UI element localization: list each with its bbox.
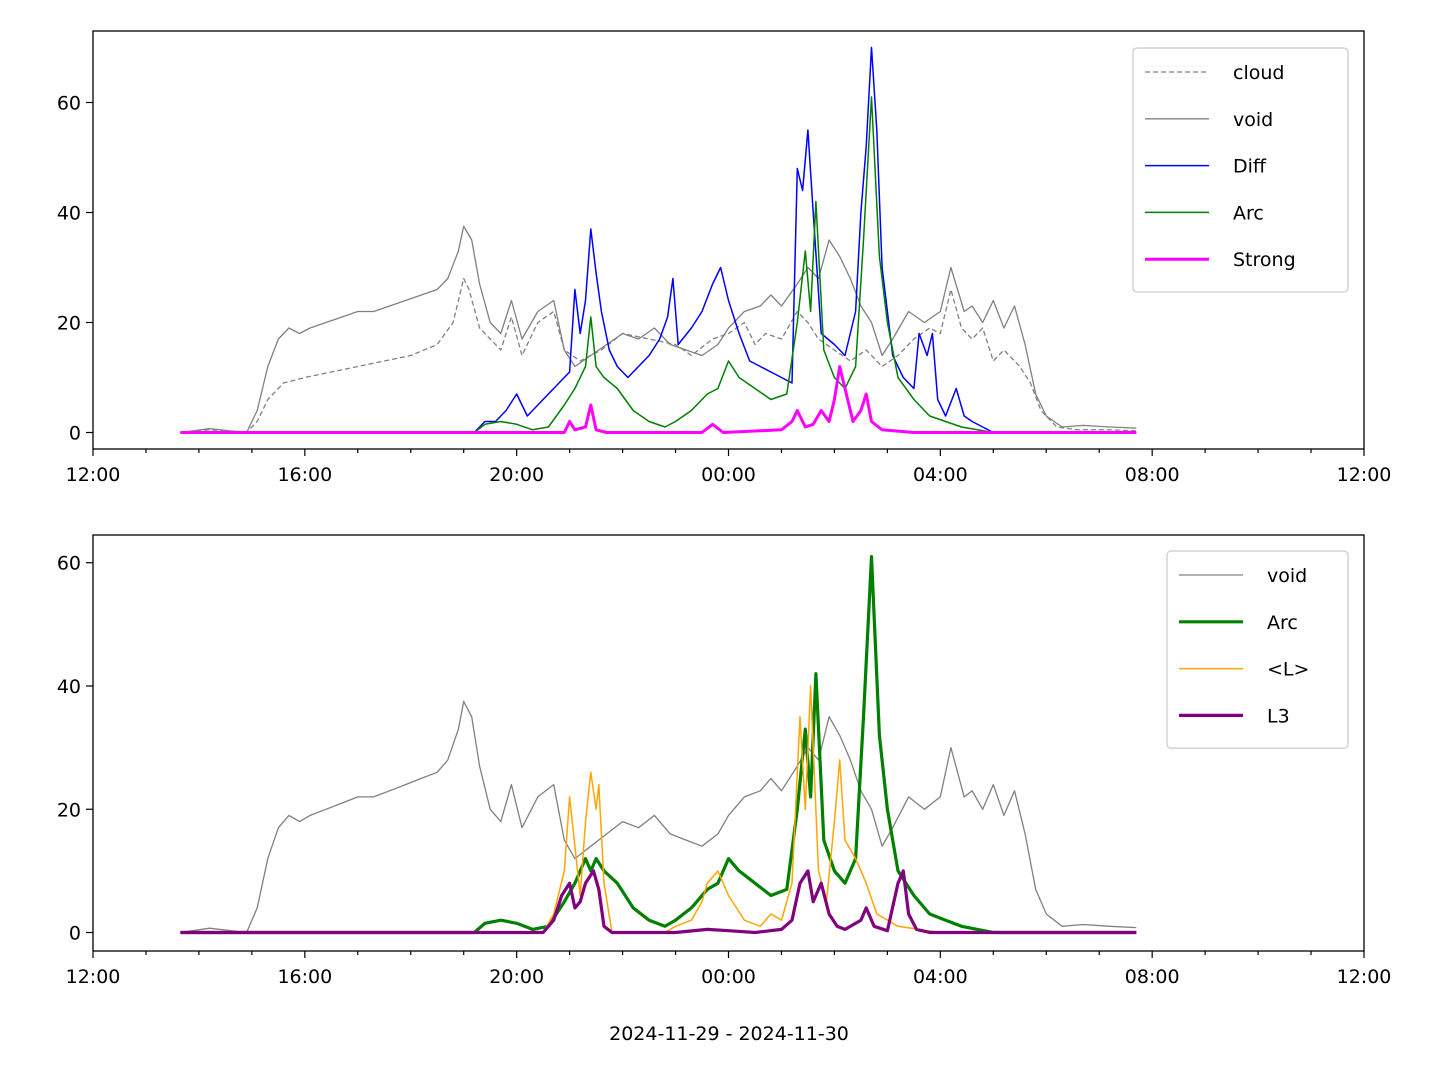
y-tick-label: 60 [57,553,81,575]
legend-label-void: void [1267,565,1307,587]
series-line-l [180,685,1137,934]
legend: cloud void Diff Arc Strong [1132,47,1349,293]
series-line-diff [180,46,1137,434]
x-tick-label: 04:00 [913,966,968,988]
series-line-cloud [180,277,1137,434]
x-tick-label: 12:00 [1337,464,1392,486]
x-tick-label: 08:00 [1125,464,1180,486]
legend: void Arc <L> L3 [1166,550,1349,749]
legend-label-cloud: cloud [1233,62,1284,84]
series-line-arc [180,96,1137,434]
legend-label-strong: Strong [1233,249,1296,271]
x-tick-label: 16:00 [277,464,332,486]
legend-label-diff: Diff [1233,156,1267,178]
x-tick-label: 04:00 [913,464,968,486]
y-tick-label: 60 [57,93,81,115]
series-line-void [180,700,1137,934]
x-tick-label: 12:00 [66,464,121,486]
series-line-l3 [180,869,1137,935]
y-tick-label: 0 [69,923,81,945]
bottom-panel: 12:00 16:00 20:00 00:00 04:00 08:00 12:00 0 20 40… [57,534,1392,988]
legend-label-l: <L> [1267,659,1309,681]
x-tick-label: 00:00 [701,464,756,486]
top-panel: 12:00 16:00 20:00 00:00 04:00 08:00 12:00 0 20 40… [57,30,1392,486]
x-tick-label: 20:00 [489,464,544,486]
x-tick-label: 00:00 [701,966,756,988]
y-tick-label: 0 [69,423,81,445]
series-line-arc [180,555,1137,935]
series-line-strong [180,365,1137,434]
x-tick-label: 12:00 [66,966,121,988]
y-tick-label: 40 [57,203,81,225]
x-tick-label: 12:00 [1337,966,1392,988]
x-axis-label: 2024-11-29 - 2024-11-30 [609,1023,849,1045]
y-tick-label: 20 [57,799,81,821]
x-tick-label: 20:00 [489,966,544,988]
y-tick-label: 40 [57,676,81,698]
y-tick-label: 20 [57,313,81,335]
legend-label-l3: L3 [1267,705,1290,727]
x-tick-label: 08:00 [1125,966,1180,988]
legend-label-arc: Arc [1267,612,1298,634]
series-line-void [180,225,1137,434]
legend-label-arc: Arc [1233,202,1264,224]
legend-label-void: void [1233,109,1273,131]
x-tick-label: 16:00 [277,966,332,988]
